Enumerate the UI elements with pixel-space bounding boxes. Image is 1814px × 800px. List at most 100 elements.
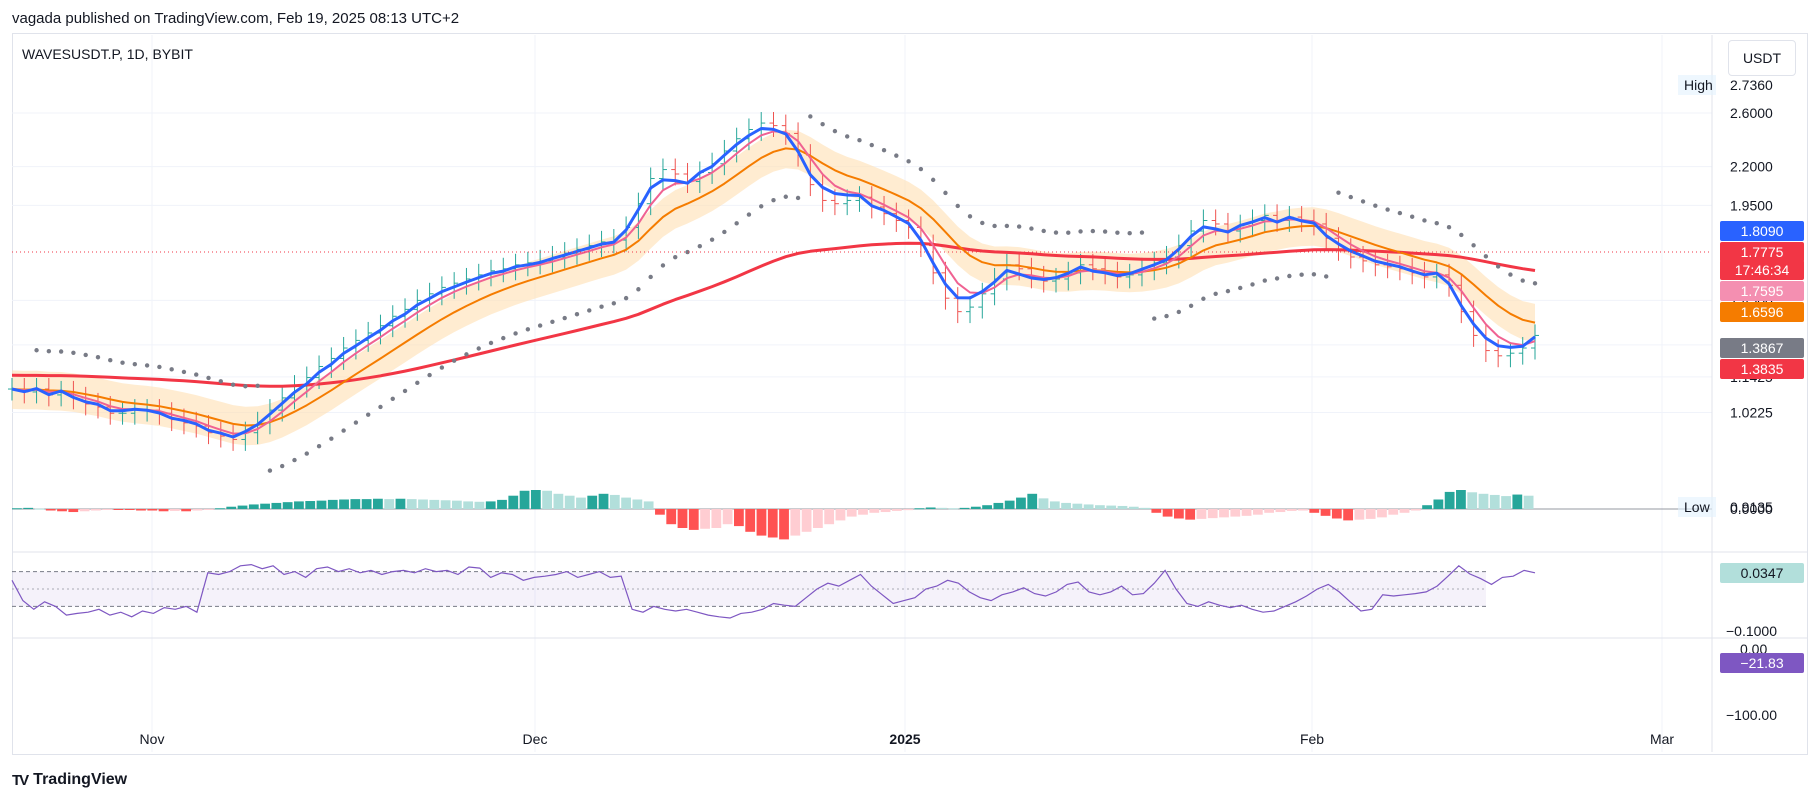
macd-bar	[993, 502, 1004, 509]
sar-dot	[906, 159, 911, 164]
macd-bar	[1140, 507, 1150, 509]
macd-bar	[1095, 505, 1105, 509]
publisher-header: vagada published on TradingView.com, Feb…	[12, 10, 460, 27]
sar-dot	[1029, 226, 1034, 231]
sar-dot	[513, 331, 518, 336]
macd-bar	[869, 509, 880, 513]
macd-bar	[970, 506, 981, 509]
ema-fast-line	[11, 130, 1536, 435]
sar-dot	[881, 148, 887, 153]
time-tick-label: Feb	[1300, 731, 1324, 747]
sar-dot	[562, 315, 567, 321]
sar-dot	[292, 457, 297, 463]
sar-dot	[611, 301, 617, 306]
ema-band-fill	[12, 129, 1535, 446]
sar-dot	[857, 138, 862, 143]
macd-bar	[688, 509, 699, 530]
macd-bar	[373, 498, 383, 509]
sar-dot	[1016, 224, 1022, 229]
price-tick-label: 1.0225	[1730, 404, 1773, 420]
macd-bar	[68, 509, 79, 513]
macd-bar	[1219, 509, 1229, 518]
time-tick-label: Mar	[1650, 731, 1674, 747]
macd-bar	[576, 497, 586, 509]
price-tick-label: 2.6000	[1730, 105, 1773, 121]
sar-dot	[230, 382, 236, 387]
macd-tick-label: 0.0000	[1730, 501, 1773, 517]
sar-dot	[636, 287, 641, 292]
sar-dot	[132, 361, 138, 367]
macd-bar	[294, 501, 304, 509]
macd-bar	[959, 507, 970, 509]
indicator-lines	[11, 127, 1536, 439]
sar-dot	[1262, 278, 1267, 283]
sar-dot	[697, 243, 703, 249]
macd-bar	[327, 499, 338, 509]
macd-bar	[45, 509, 56, 511]
sar-dot	[1152, 316, 1157, 321]
sar-dot	[1385, 207, 1390, 212]
sar-dot	[1066, 230, 1071, 235]
currency-button[interactable]: USDT	[1728, 40, 1796, 76]
sar-dot	[476, 346, 481, 351]
macd-bar	[124, 509, 135, 510]
price-badge	[1720, 242, 1804, 262]
macd-bar	[57, 509, 67, 512]
macd-bar	[587, 495, 598, 509]
macd-bar	[734, 509, 744, 527]
price-badge-text: 1.8090	[1741, 223, 1784, 239]
macd-histogram	[12, 490, 1712, 540]
macd-bar	[1185, 509, 1196, 520]
macd-bar	[384, 499, 395, 509]
time-tick-label: 2025	[889, 731, 920, 747]
sar-dot	[390, 396, 395, 401]
macd-bar	[1207, 509, 1218, 519]
macd-tick-label: −0.1000	[1726, 623, 1777, 639]
macd-bar	[215, 508, 225, 510]
macd-bar	[406, 499, 417, 509]
sar-dot	[550, 319, 555, 324]
sar-dot	[120, 360, 125, 365]
sar-dot	[1213, 291, 1218, 296]
macd-bar	[711, 509, 722, 528]
price-badge	[1720, 221, 1804, 241]
low-bg	[1678, 497, 1716, 517]
macd-bar	[1252, 509, 1263, 515]
price-badge	[1720, 338, 1804, 358]
tradingview-footer[interactable]: TV TradingView	[12, 771, 127, 789]
price-axis: 2.60002.20001.95001.45001.26251.14251.02…	[1678, 75, 1777, 723]
sar-dot	[783, 194, 788, 199]
macd-bar	[553, 493, 564, 509]
macd-bar	[1173, 509, 1184, 519]
sar-dot	[587, 308, 592, 313]
macd-bar	[1377, 509, 1387, 518]
sar-dot	[402, 388, 408, 394]
sar-dot	[1201, 296, 1206, 301]
macd-bar	[835, 509, 846, 521]
macd-bar	[519, 490, 530, 509]
macd-bar	[745, 509, 756, 532]
sar-dot	[820, 121, 825, 127]
macd-bar	[1083, 504, 1094, 509]
sar-dot	[1041, 228, 1046, 234]
sar-dot	[1446, 225, 1452, 230]
sar-dot	[1164, 313, 1169, 319]
macd-bar	[1264, 509, 1275, 513]
macd-bar	[226, 506, 237, 509]
tradingview-logo-icon: TV	[12, 771, 29, 789]
macd-bar	[429, 499, 440, 509]
macd-bar	[136, 509, 146, 511]
sar-dot	[169, 367, 174, 372]
macd-bar	[1467, 492, 1478, 509]
sar-dot	[378, 404, 383, 410]
macd-bar	[203, 509, 214, 510]
sar-dot	[722, 229, 727, 235]
macd-bar	[1388, 509, 1399, 515]
sar-dot	[992, 223, 997, 229]
sar-dot	[1360, 199, 1366, 204]
macd-bar	[1128, 506, 1139, 509]
macd-bar	[609, 494, 620, 509]
macd-bar	[666, 509, 677, 525]
macd-bar	[632, 499, 643, 509]
